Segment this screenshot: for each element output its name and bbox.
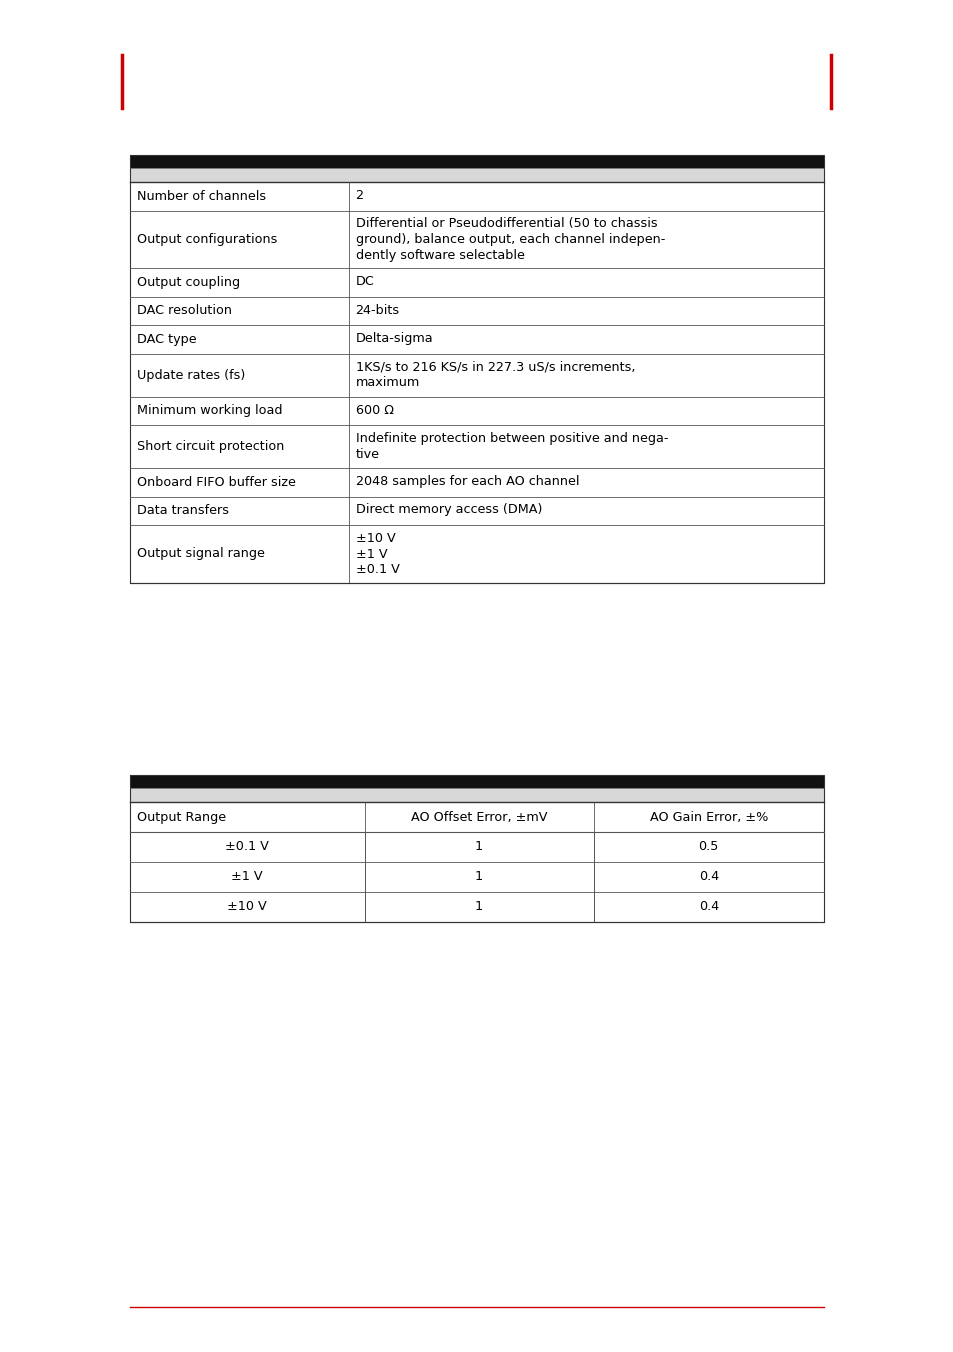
Text: Minimum working load: Minimum working load bbox=[137, 404, 282, 418]
Text: AO Gain Error, ±%: AO Gain Error, ±% bbox=[649, 810, 767, 823]
Text: 1KS/s to 216 KS/s in 227.3 uS/s increments,
maximum: 1KS/s to 216 KS/s in 227.3 uS/s incremen… bbox=[355, 361, 635, 389]
Text: 0.5: 0.5 bbox=[698, 841, 719, 853]
Text: 0.4: 0.4 bbox=[698, 900, 719, 914]
Bar bbox=[130, 155, 823, 583]
Bar bbox=[130, 775, 823, 788]
Bar bbox=[130, 775, 823, 922]
Text: 24-bits: 24-bits bbox=[355, 303, 399, 316]
Text: Indefinite protection between positive and nega-
tive: Indefinite protection between positive a… bbox=[355, 433, 667, 461]
Text: Output configurations: Output configurations bbox=[137, 233, 277, 246]
Text: Data transfers: Data transfers bbox=[137, 504, 229, 518]
Text: Short circuit protection: Short circuit protection bbox=[137, 439, 284, 453]
Text: ±10 V
±1 V
±0.1 V: ±10 V ±1 V ±0.1 V bbox=[355, 531, 399, 576]
Text: ±10 V: ±10 V bbox=[227, 900, 267, 914]
Text: 2: 2 bbox=[355, 189, 363, 201]
Text: Direct memory access (DMA): Direct memory access (DMA) bbox=[355, 503, 541, 516]
Text: Delta-sigma: Delta-sigma bbox=[355, 333, 433, 345]
Text: DAC resolution: DAC resolution bbox=[137, 304, 232, 318]
Text: ±1 V: ±1 V bbox=[232, 871, 263, 883]
Text: 1: 1 bbox=[475, 871, 482, 883]
Bar bbox=[130, 788, 823, 802]
Text: 1: 1 bbox=[475, 841, 482, 853]
Text: DC: DC bbox=[355, 274, 375, 288]
Text: Number of channels: Number of channels bbox=[137, 189, 266, 203]
Text: Output Range: Output Range bbox=[137, 810, 226, 823]
Bar bbox=[130, 155, 823, 168]
Text: Output signal range: Output signal range bbox=[137, 548, 265, 560]
Text: ±0.1 V: ±0.1 V bbox=[225, 841, 269, 853]
Text: Update rates (fs): Update rates (fs) bbox=[137, 369, 245, 381]
Text: 0.4: 0.4 bbox=[698, 871, 719, 883]
Text: AO Offset Error, ±mV: AO Offset Error, ±mV bbox=[411, 810, 547, 823]
Text: 1: 1 bbox=[475, 900, 482, 914]
Text: 2048 samples for each AO channel: 2048 samples for each AO channel bbox=[355, 475, 578, 488]
Text: Onboard FIFO buffer size: Onboard FIFO buffer size bbox=[137, 476, 295, 489]
Text: Output coupling: Output coupling bbox=[137, 276, 240, 289]
Text: Differential or Pseudodifferential (50 to chassis
ground), balance output, each : Differential or Pseudodifferential (50 t… bbox=[355, 218, 664, 261]
Bar bbox=[130, 168, 823, 183]
Text: DAC type: DAC type bbox=[137, 333, 196, 346]
Text: 600 Ω: 600 Ω bbox=[355, 403, 394, 416]
